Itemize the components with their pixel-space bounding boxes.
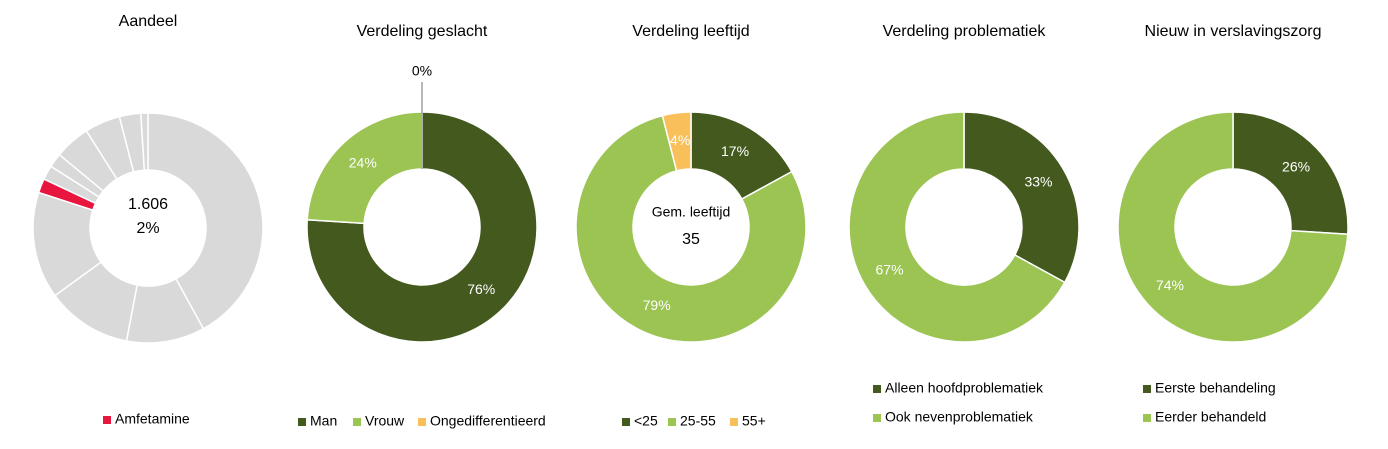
- data-label: 4%: [670, 132, 690, 148]
- legend-swatch: [353, 418, 361, 426]
- legend-swatch: [622, 418, 630, 426]
- data-label: 17%: [721, 143, 749, 159]
- donut-segment: [306, 111, 538, 343]
- center-text: 35: [682, 231, 700, 248]
- legend-label: Alleen hoofdproblematiek: [885, 380, 1044, 396]
- donut-segment: [963, 111, 1080, 284]
- legend-label: 55+: [742, 413, 766, 429]
- donut-segment: [848, 111, 1066, 343]
- donut-segment: [575, 114, 807, 343]
- legend-swatch: [730, 418, 738, 426]
- chart-title: Nieuw in verslavingszorg: [1145, 23, 1322, 40]
- data-label: 67%: [876, 262, 904, 278]
- data-label: 74%: [1156, 277, 1184, 293]
- legend-swatch: [298, 418, 306, 426]
- center-text: Gem. leeftijd: [652, 204, 731, 220]
- data-label: 79%: [643, 297, 671, 313]
- donut-segment: [1232, 111, 1349, 236]
- chart-title: Verdeling geslacht: [357, 23, 488, 40]
- donut-segment: [139, 112, 149, 171]
- chart-title: Verdeling leeftijd: [632, 23, 749, 40]
- data-label: 33%: [1024, 174, 1052, 190]
- data-label: 24%: [349, 155, 377, 171]
- legend-label: Ook nevenproblematiek: [885, 409, 1034, 425]
- donut-segment: [1117, 111, 1349, 343]
- legend-swatch: [418, 418, 426, 426]
- chart-title: Aandeel: [119, 13, 178, 30]
- donut-segment: [306, 111, 423, 225]
- center-text: 1.606: [128, 196, 168, 213]
- legend-label: Eerste behandeling: [1155, 380, 1276, 396]
- donut-segment: [147, 112, 264, 330]
- data-label: 76%: [467, 281, 495, 297]
- donut-segment: [661, 111, 692, 172]
- legend-label: 25-55: [680, 413, 716, 429]
- legend-label: Eerder behandeld: [1155, 409, 1266, 425]
- data-label: 26%: [1282, 158, 1310, 174]
- data-label: 0%: [412, 63, 432, 79]
- chart-title: Verdeling problematiek: [883, 23, 1047, 40]
- legend-label: <25: [634, 413, 658, 429]
- legend-label: Amfetamine: [115, 411, 190, 427]
- center-text: 2%: [136, 220, 159, 237]
- legend-swatch: [668, 418, 676, 426]
- legend-label: Man: [310, 413, 337, 429]
- legend-swatch: [1143, 414, 1151, 422]
- legend-label: Ongedifferentieerd: [430, 413, 546, 429]
- legend-swatch: [103, 416, 111, 424]
- legend-swatch: [1143, 385, 1151, 393]
- legend-label: Vrouw: [365, 413, 405, 429]
- legend-swatch: [873, 414, 881, 422]
- legend-swatch: [873, 385, 881, 393]
